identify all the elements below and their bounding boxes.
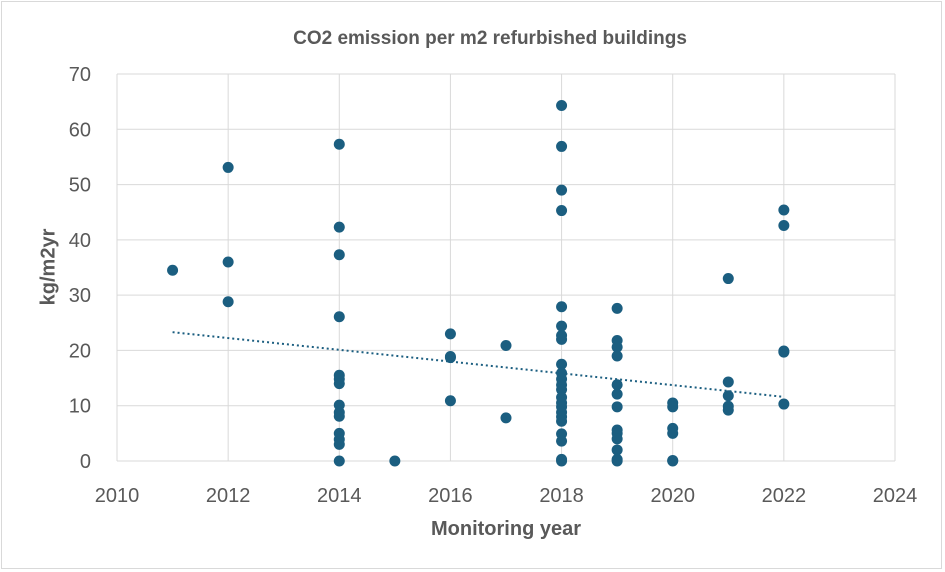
data-point (500, 412, 512, 424)
x-tick-label: 2016 (428, 485, 473, 507)
data-point (611, 350, 623, 362)
data-point (167, 264, 179, 276)
data-point (667, 455, 679, 467)
data-point (722, 376, 734, 388)
data-point (222, 296, 234, 308)
data-point (611, 433, 623, 445)
data-point (667, 401, 679, 413)
data-point (778, 204, 790, 216)
gridlines (116, 73, 896, 462)
y-tick-label: 40 (69, 230, 91, 252)
data-point (611, 341, 623, 353)
y-tick-label: 20 (69, 340, 91, 362)
y-tick-label: 70 (69, 64, 91, 86)
data-point (667, 427, 679, 439)
data-points (167, 100, 790, 467)
trendline-layer (172, 331, 784, 398)
data-point (333, 249, 345, 261)
y-tick-label: 60 (69, 119, 91, 141)
x-tick-label: 2014 (317, 485, 362, 507)
x-tick-label: 2010 (95, 485, 140, 507)
data-point (556, 301, 568, 313)
data-point (333, 455, 345, 467)
data-point (556, 435, 568, 447)
data-point (556, 184, 568, 196)
data-point (444, 352, 456, 364)
data-point (556, 140, 568, 152)
data-point (556, 455, 568, 467)
chart-title: CO2 emission per m2 refurbished building… (293, 28, 687, 49)
y-tick-label: 50 (69, 175, 91, 197)
trendline (172, 331, 784, 398)
data-point (333, 311, 345, 323)
data-point (222, 161, 234, 173)
data-point (611, 455, 623, 467)
data-point (778, 219, 790, 231)
data-point (611, 401, 623, 413)
data-point (556, 358, 568, 370)
x-tick-label: 2022 (762, 485, 807, 507)
data-point (556, 333, 568, 345)
data-point (722, 273, 734, 285)
data-point (444, 395, 456, 407)
y-tick-label: 10 (69, 396, 91, 418)
data-point (333, 378, 345, 390)
data-point (222, 256, 234, 268)
data-point (611, 388, 623, 400)
data-point (389, 455, 401, 467)
data-point (556, 415, 568, 427)
y-tick-label: 0 (80, 451, 91, 473)
data-point (444, 328, 456, 340)
x-tick-label: 2012 (206, 485, 251, 507)
data-point (500, 339, 512, 351)
data-point (556, 100, 568, 112)
x-tick-label: 2018 (539, 485, 584, 507)
data-point (556, 320, 568, 332)
x-axis-label: Monitoring year (430, 518, 581, 540)
data-point (611, 379, 623, 391)
data-point (333, 410, 345, 422)
data-point (722, 404, 734, 416)
x-tick-label: 2020 (650, 485, 695, 507)
data-point (722, 390, 734, 402)
data-point (611, 444, 623, 456)
y-tick-label: 30 (69, 285, 91, 307)
data-point (333, 438, 345, 450)
data-point (778, 398, 790, 410)
tick-labels: 0 10 20 30 40 50 60 70 2010 2012 2014 2016 2018 2020 2… (69, 64, 918, 507)
data-point (333, 138, 345, 150)
data-point (556, 205, 568, 217)
data-point (611, 302, 623, 314)
data-point (778, 346, 790, 358)
data-point (333, 221, 345, 233)
data-point (556, 384, 568, 396)
x-tick-label: 2024 (873, 485, 918, 507)
